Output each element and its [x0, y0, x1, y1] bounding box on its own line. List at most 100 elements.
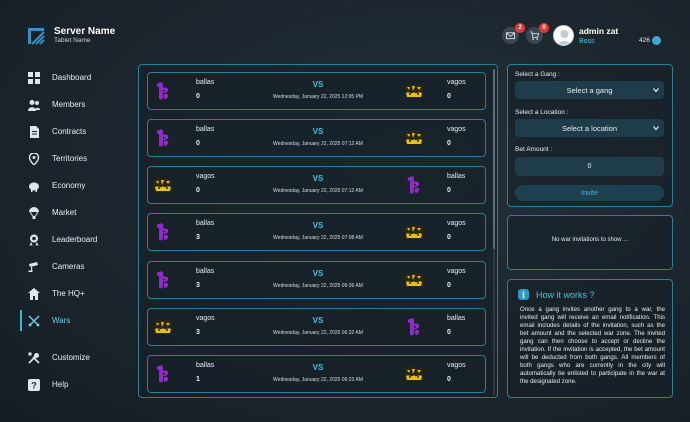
cart-button[interactable]: 0	[526, 23, 549, 44]
scrollbar-thumb[interactable]	[493, 69, 495, 249]
sidebar-item-label: Leaderboard	[52, 235, 98, 244]
left-gang-name: vagos	[196, 315, 215, 322]
war-row[interactable]: ballas 0 VS Wednesday, January 22, 2025 12:…	[147, 72, 486, 110]
avatar[interactable]	[553, 25, 574, 46]
sidebar-nav: Dashboard Members Contracts Territories …	[20, 64, 130, 398]
vagos-logo-icon	[404, 364, 424, 384]
sidebar-item-help[interactable]: ? Help	[20, 371, 130, 398]
mail-badge: 2	[515, 23, 525, 33]
invitations-panel	[507, 215, 673, 270]
sidebar-item-members[interactable]: Members	[20, 91, 130, 118]
brand-logo-icon	[28, 28, 45, 45]
sidebar-item-cameras[interactable]: Cameras	[20, 253, 130, 280]
war-row[interactable]: ballas 1 VS Wednesday, January 22, 2025 06:…	[147, 355, 486, 393]
user-name: admin zat	[579, 26, 619, 36]
left-gang-name: ballas	[196, 79, 215, 86]
brand: Server Name Tablet Name	[26, 26, 115, 46]
sidebar-item-hq[interactable]: The HQ+	[20, 280, 130, 307]
sidebar-item-label: The HQ+	[52, 289, 85, 298]
right-gang-score: 0	[447, 234, 451, 241]
sidebar-item-label: Territories	[52, 154, 88, 163]
contracts-icon	[30, 125, 39, 138]
invite-button[interactable]: Invite	[515, 185, 664, 201]
ballas-logo-icon	[404, 175, 424, 195]
ballas-logo-icon	[153, 128, 173, 148]
sidebar-item-dashboard[interactable]: Dashboard	[20, 64, 130, 91]
war-row[interactable]: ballas 3 VS Wednesday, January 22, 2025 07:…	[147, 213, 486, 251]
location-label: Select a Location :	[515, 109, 569, 116]
war-row[interactable]: ballas 3 VS Wednesday, January 22, 2025 06:…	[147, 261, 486, 299]
cart-badge: 0	[539, 23, 549, 33]
bet-label: Bet Amount :	[515, 146, 553, 153]
cart-icon	[530, 31, 539, 40]
sidebar-item-leaderboard[interactable]: Leaderboard	[20, 226, 130, 253]
members-icon	[28, 99, 40, 111]
left-gang-score: 3	[196, 282, 200, 289]
vs-label: VS	[312, 127, 324, 136]
war-row[interactable]: ballas 0 VS Wednesday, January 22, 2025 07:…	[147, 119, 486, 157]
location-select-value: Select a location	[561, 123, 618, 133]
right-gang-name: vagos	[447, 268, 466, 275]
sidebar-item-label: Contracts	[52, 127, 87, 136]
left-gang-name: ballas	[196, 126, 215, 133]
left-gang-name: ballas	[196, 220, 215, 227]
gang-select[interactable]: Select a gang	[515, 81, 664, 99]
vs-label: VS	[312, 174, 324, 183]
left-gang-score: 3	[196, 234, 200, 241]
sidebar-item-economy[interactable]: Economy	[20, 172, 130, 199]
vagos-logo-icon	[153, 317, 173, 337]
sidebar-item-wars[interactable]: Wars	[20, 307, 130, 334]
ballas-logo-icon	[153, 364, 173, 384]
cameras-icon	[28, 261, 38, 272]
war-row[interactable]: vagos 0 VS Wednesday, January 22, 2025 07:1…	[147, 166, 486, 204]
left-gang-score: 0	[196, 187, 200, 194]
sidebar-item-market[interactable]: Market	[20, 199, 130, 226]
vagos-logo-icon	[404, 81, 424, 101]
war-date: Wednesday, January 22, 2025 07:12 AM	[273, 188, 363, 194]
right-gang-score: 0	[447, 376, 451, 383]
vagos-logo-icon	[153, 175, 173, 195]
gang-select-value: Select a gang	[566, 85, 613, 95]
location-select[interactable]: Select a location	[515, 119, 664, 137]
mail-button[interactable]: 2	[502, 23, 525, 44]
right-gang-score: 0	[447, 282, 451, 289]
left-gang-score: 0	[196, 140, 200, 147]
war-date: Wednesday, January 22, 2025 07:12 AM	[273, 141, 363, 147]
how-it-works-title: How it works ?	[536, 290, 595, 300]
left-gang-name: vagos	[196, 173, 215, 180]
hq-icon	[28, 287, 40, 300]
user-avatar-icon	[557, 30, 572, 45]
left-gang-score: 1	[196, 376, 200, 383]
gang-label: Select a Gang :	[515, 71, 560, 78]
left-gang-score: 3	[196, 329, 200, 336]
ballas-logo-icon	[153, 81, 173, 101]
ballas-logo-icon	[153, 222, 173, 242]
sidebar-item-label: Cameras	[52, 262, 85, 271]
vagos-logo-icon	[404, 222, 424, 242]
vs-label: VS	[312, 80, 324, 89]
sidebar-item-customize[interactable]: Customize	[20, 344, 130, 371]
wars-icon	[28, 315, 40, 327]
tablet-name: Tablet Name	[54, 37, 91, 44]
vs-label: VS	[312, 269, 324, 278]
sidebar-item-label: Market	[52, 208, 77, 217]
war-date: Wednesday, January 22, 2025 07:08 AM	[273, 235, 363, 241]
vs-label: VS	[312, 316, 324, 325]
dashboard-icon	[28, 71, 40, 84]
right-gang-name: vagos	[447, 220, 466, 227]
right-gang-name: ballas	[447, 315, 466, 322]
sidebar-item-territories[interactable]: Territories	[20, 145, 130, 172]
sidebar-item-label: Members	[52, 100, 86, 109]
right-gang-score: 0	[447, 329, 451, 336]
war-date: Wednesday, January 22, 2025 06:32 AM	[273, 330, 363, 336]
ballas-logo-icon	[404, 317, 424, 337]
vs-label: VS	[312, 221, 324, 230]
war-row[interactable]: vagos 3 VS Wednesday, January 22, 2025 06:3…	[147, 308, 486, 346]
how-it-works-panel	[507, 279, 673, 398]
bet-amount-input[interactable]: 0	[515, 157, 664, 176]
user-role: Boss	[579, 38, 595, 45]
user-money: 426	[639, 37, 650, 44]
svg-text:?: ?	[31, 380, 37, 390]
war-date: Wednesday, January 22, 2025 06:23 AM	[273, 377, 363, 383]
sidebar-item-contracts[interactable]: Contracts	[20, 118, 130, 145]
